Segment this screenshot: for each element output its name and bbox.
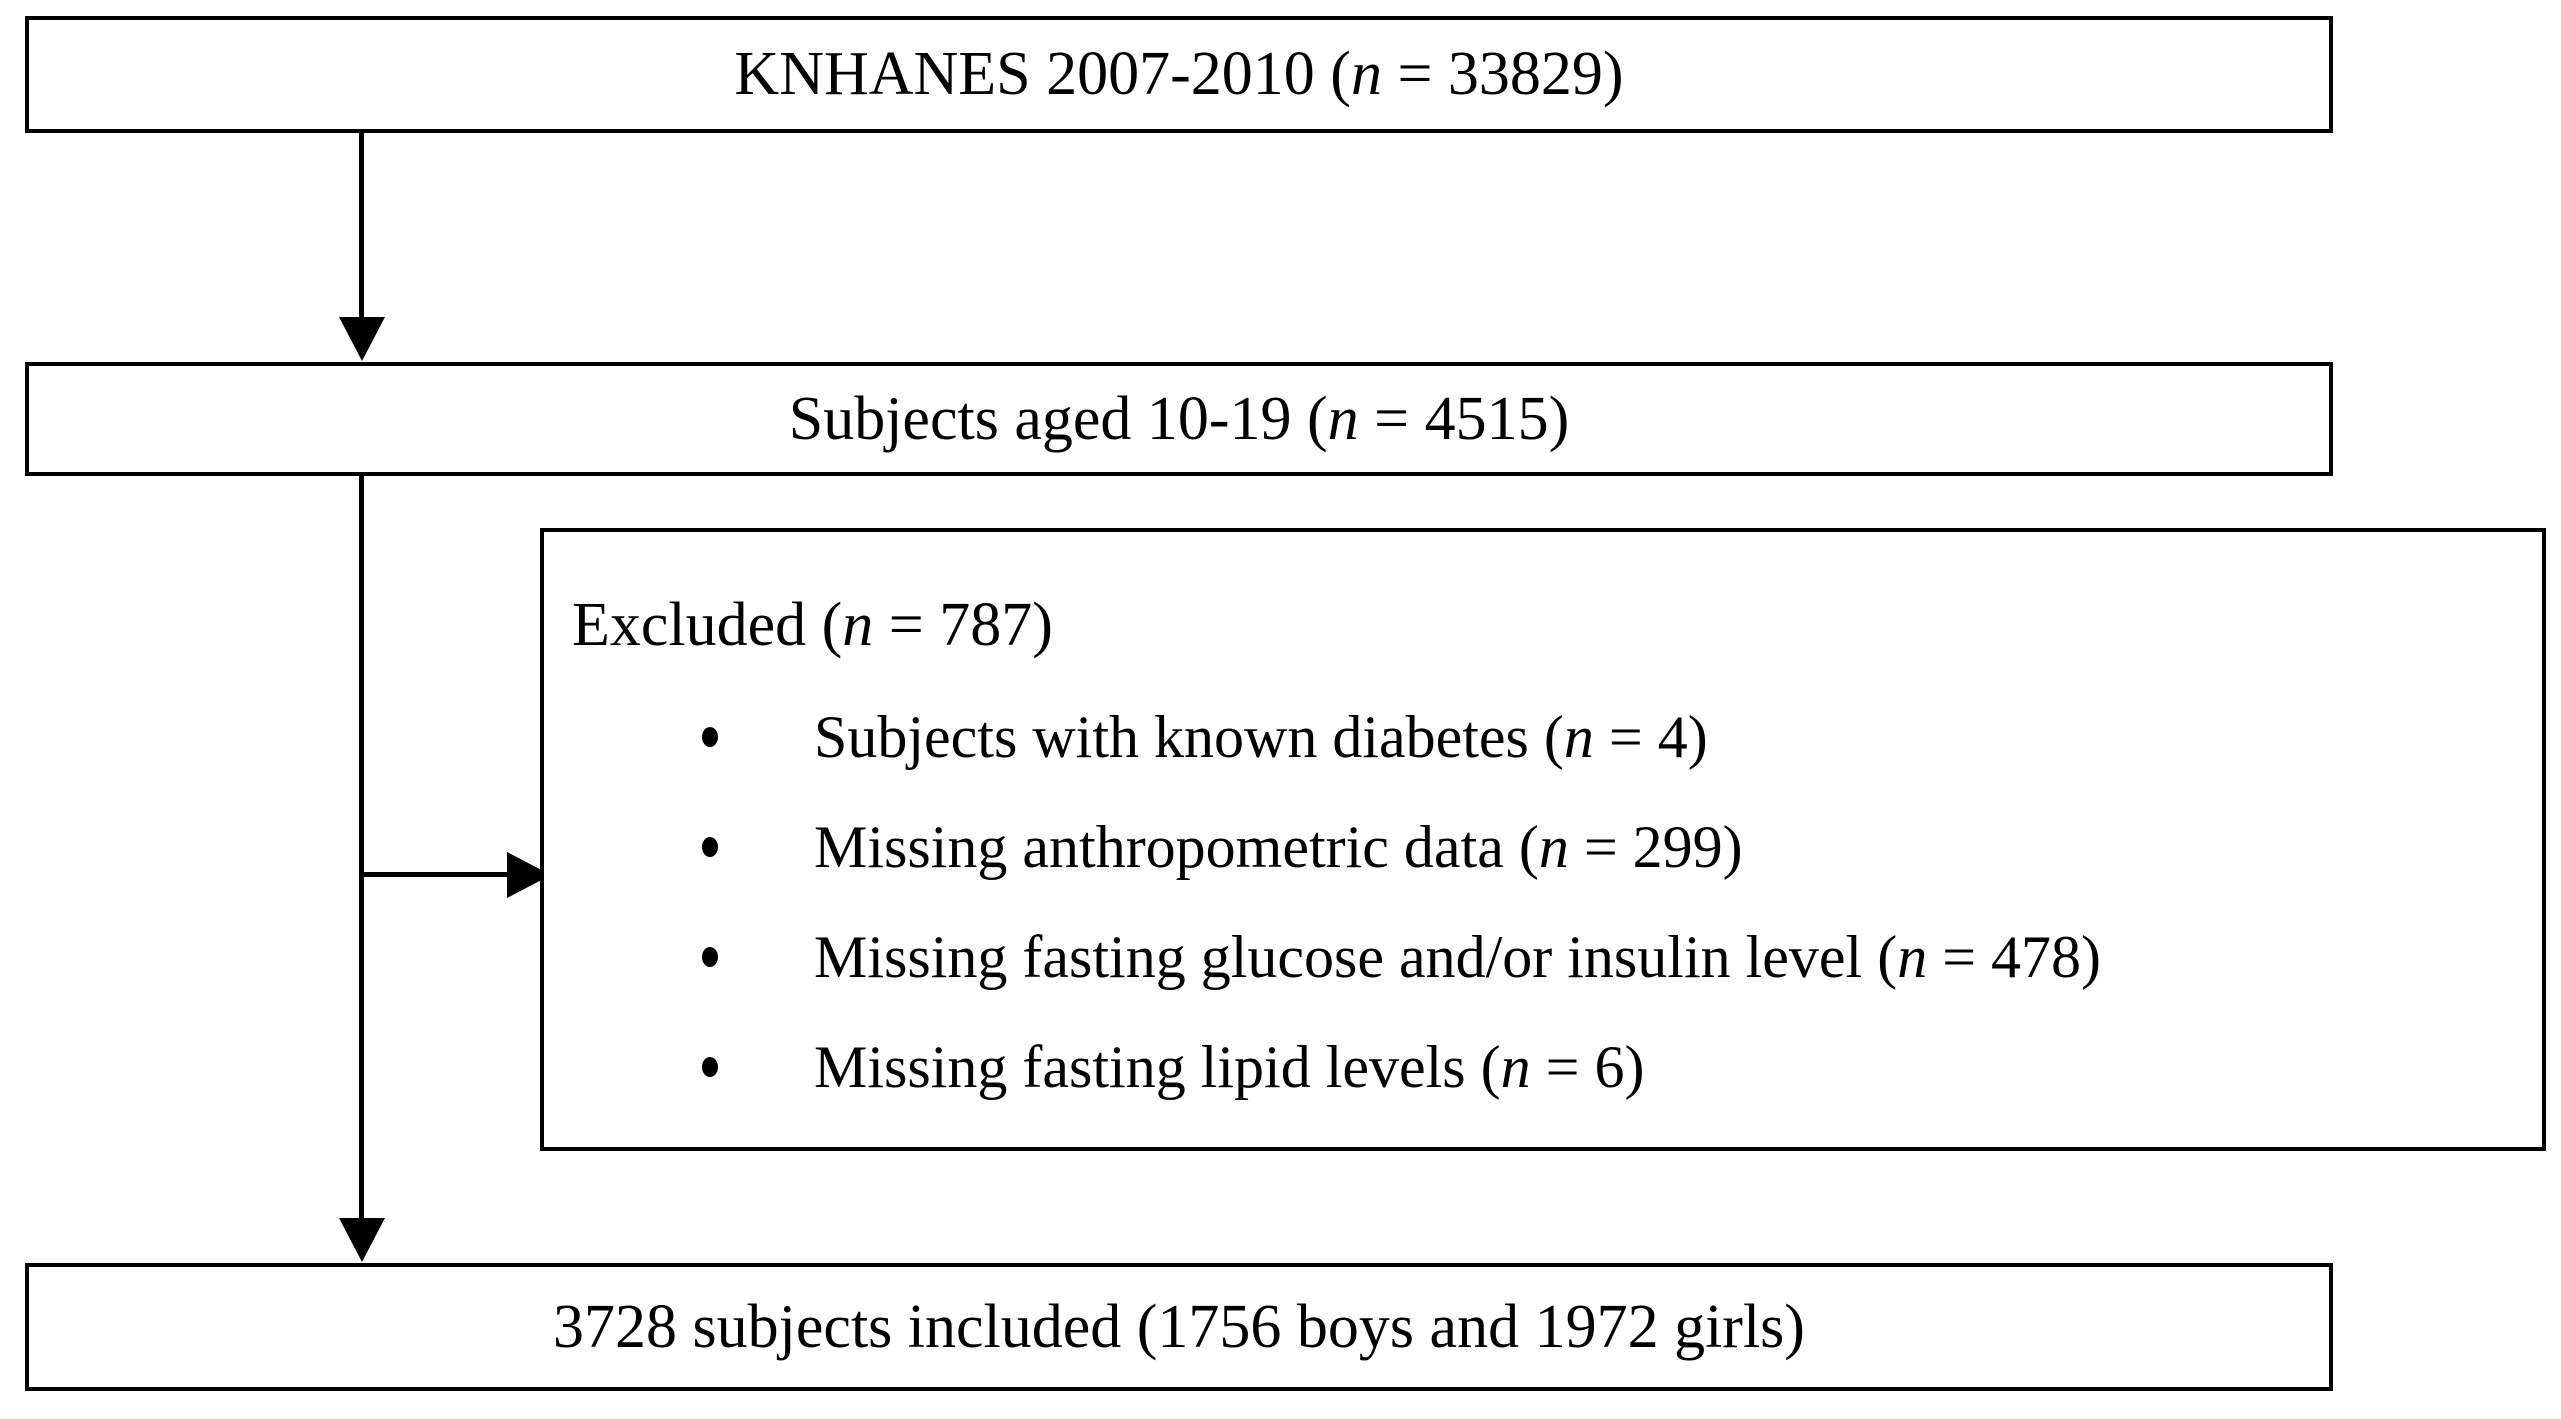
exclusion-item-text: Missing anthropometric data (n = 299)	[814, 813, 1743, 882]
list-item: Subjects with known diabetes (n = 4)	[702, 682, 2101, 792]
item-text-prefix: Subjects with known diabetes (	[814, 703, 1564, 770]
connector-line-source-to-aged	[359, 133, 364, 317]
bullet-icon	[702, 837, 718, 857]
connector-line-aged-to-included	[359, 476, 364, 1218]
aged-text-suffix: = 4515)	[1358, 384, 1570, 453]
item-n-italic: n	[1563, 703, 1594, 770]
list-item: Missing anthropometric data (n = 299)	[702, 792, 2101, 902]
excluded-header-prefix: Excluded (	[572, 591, 843, 659]
arrow-down-icon	[339, 317, 385, 361]
item-text-suffix: = 6)	[1530, 1033, 1645, 1100]
exclusion-item-text: Missing fasting glucose and/or insulin l…	[814, 923, 2101, 992]
item-text-prefix: Missing fasting glucose and/or insulin l…	[814, 923, 1898, 990]
item-text-suffix: = 299)	[1568, 813, 1743, 880]
item-text-prefix: Missing anthropometric data (	[814, 813, 1539, 880]
box-subjects-included-text: 3728 subjects included (1756 boys and 19…	[553, 1292, 1805, 1361]
item-n-italic: n	[1897, 923, 1928, 990]
bullet-icon	[702, 1057, 718, 1077]
exclusion-item-text: Missing fasting lipid levels (n = 6)	[814, 1033, 1644, 1102]
source-text-prefix: KNHANES 2007-2010 (	[734, 40, 1351, 108]
aged-n-italic: n	[1327, 384, 1359, 453]
exclusion-item-text: Subjects with known diabetes (n = 4)	[814, 703, 1708, 772]
connector-line-branch-to-excluded	[361, 872, 507, 877]
item-text-prefix: Missing fasting lipid levels (	[814, 1033, 1501, 1100]
box-subjects-aged-text: Subjects aged 10-19 (n = 4515)	[789, 384, 1570, 455]
excluded-list: Subjects with known diabetes (n = 4) Mis…	[702, 682, 2101, 1122]
source-text-suffix: = 33829)	[1381, 40, 1624, 108]
excluded-header: Excluded (n = 787)	[572, 590, 1053, 661]
box-knhanes-source: KNHANES 2007-2010 (n = 33829)	[25, 16, 2333, 133]
excluded-header-suffix: = 787)	[873, 591, 1053, 659]
arrow-down-icon	[339, 1218, 385, 1262]
box-subjects-aged: Subjects aged 10-19 (n = 4515)	[25, 362, 2333, 476]
list-item: Missing fasting lipid levels (n = 6)	[702, 1012, 2101, 1122]
bullet-icon	[702, 727, 718, 747]
list-item: Missing fasting glucose and/or insulin l…	[702, 902, 2101, 1012]
excluded-header-n-italic: n	[842, 591, 874, 659]
box-knhanes-source-text: KNHANES 2007-2010 (n = 33829)	[734, 39, 1623, 110]
box-subjects-included: 3728 subjects included (1756 boys and 19…	[25, 1263, 2333, 1391]
source-n-italic: n	[1350, 40, 1382, 108]
item-n-italic: n	[1538, 813, 1569, 880]
item-text-suffix: = 4)	[1593, 703, 1708, 770]
aged-text-prefix: Subjects aged 10-19 (	[788, 384, 1328, 453]
item-text-suffix: = 478)	[1927, 923, 2102, 990]
bullet-icon	[702, 947, 718, 967]
box-excluded: Excluded (n = 787) Subjects with known d…	[540, 528, 2546, 1151]
item-n-italic: n	[1500, 1033, 1531, 1100]
